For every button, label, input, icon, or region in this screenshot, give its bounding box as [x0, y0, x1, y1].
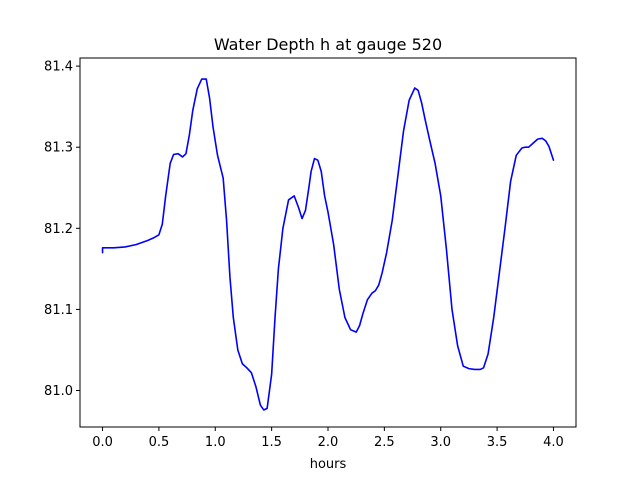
x-tick-label: 0.5 [149, 435, 170, 450]
series-layer [101, 78, 555, 411]
x-tick-label: 0.0 [92, 435, 113, 450]
y-tick-label: 81.4 [44, 60, 73, 75]
x-tick-label: 3.5 [487, 435, 508, 450]
x-axis-label: hours [310, 457, 347, 472]
y-tick-label: 81.2 [44, 222, 73, 237]
x-tick-label: 2.0 [318, 435, 339, 450]
x-tick-label: 1.5 [261, 435, 282, 450]
y-tick-label: 81.3 [44, 141, 73, 156]
chart-title: Water Depth h at gauge 520 [214, 35, 442, 54]
y-tick-label: 81.1 [44, 303, 73, 318]
series-line-0 [101, 78, 555, 411]
x-axis: 0.0 0.5 1.0 1.5 2.0 2.5 3.0 3.5 4.0 [92, 427, 564, 450]
x-tick-label: 3.0 [430, 435, 451, 450]
x-tick-label: 1.0 [205, 435, 226, 450]
y-tick-label: 81.0 [44, 384, 73, 399]
y-axis: 81.0 81.1 81.2 81.3 81.4 [44, 60, 80, 399]
x-tick-label: 4.0 [543, 435, 564, 450]
x-tick-label: 2.5 [374, 435, 395, 450]
